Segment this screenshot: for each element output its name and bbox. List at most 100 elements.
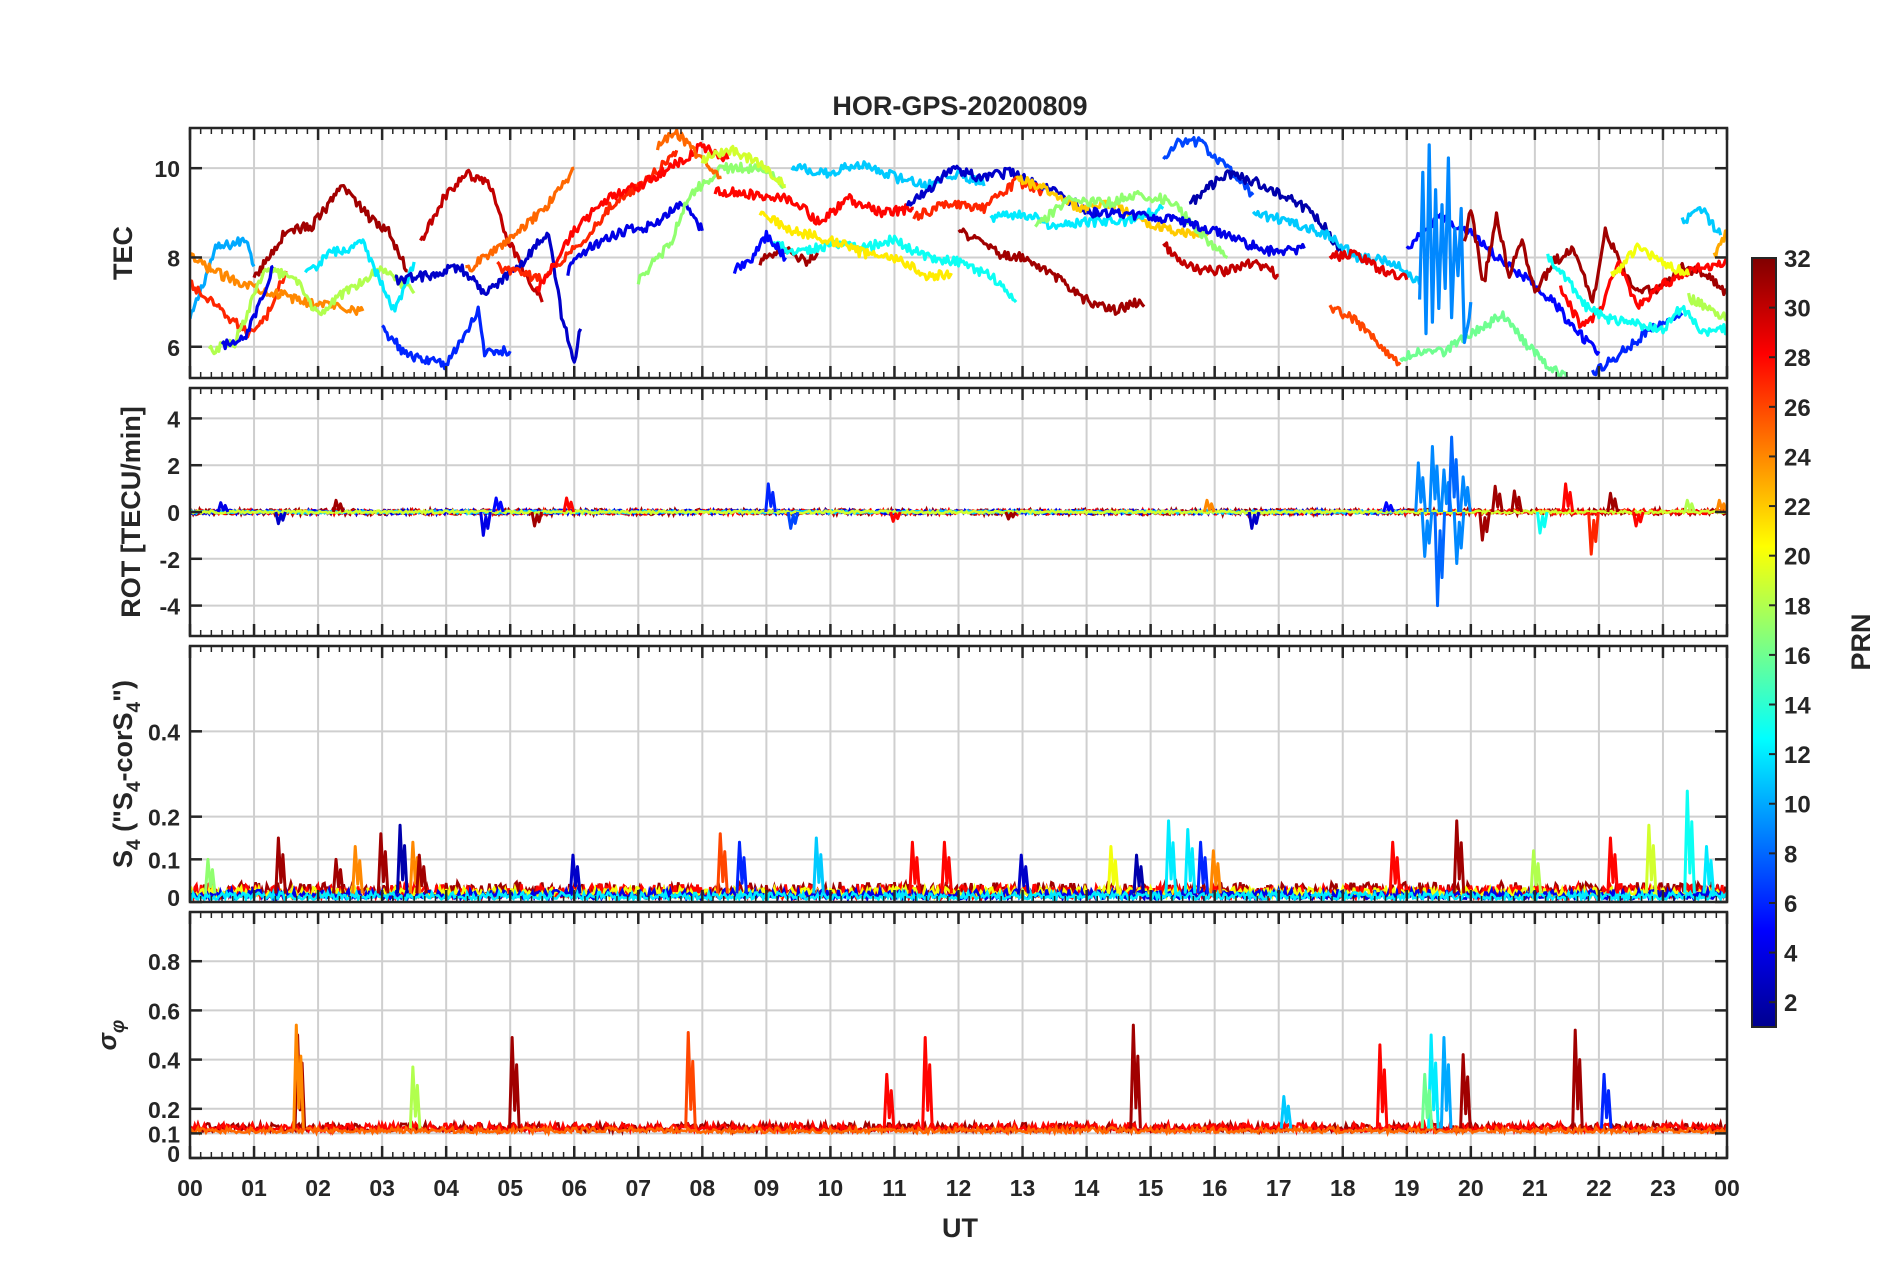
y-axis-label: ROT [TECU/min] [116,406,146,617]
s4-spike-prn-3 [1017,853,1030,894]
y-tick-label: 0.8 [148,949,180,975]
colorbar-tick-label: 32 [1784,246,1811,273]
rot-spike-prn-31 [331,498,345,513]
tec-series-prn-31 [957,227,1146,316]
s4-spike-prn-6 [1196,840,1210,894]
y-tick-label: -4 [160,594,181,620]
rot-spike-prn-31 [1606,491,1619,513]
x-tick-label: 16 [1202,1175,1228,1201]
x-tick-label: 08 [690,1175,716,1201]
s4-spike-prn-31 [274,836,287,894]
x-tick-label: 00 [177,1175,203,1201]
s4-spike-prn-20 [1106,845,1120,894]
tec-series-prn-26 [1328,304,1402,367]
y-tick-label: 0.4 [148,719,180,745]
tec-series-prn-17 [1034,190,1229,259]
panel-s4: 0 0.1 0.2 0.4S4 ("S4-corS4") [108,644,1729,911]
rot-spike-prn-24 [1202,498,1216,513]
s4-spike-prn-28 [940,840,953,894]
tec-series-prn-4 [566,200,704,276]
tec-series-prn-18 [1687,292,1727,322]
tec-series-prn-20 [1610,242,1691,278]
colorbar-tick-label: 8 [1784,841,1797,868]
tec-series-prn-18 [207,265,416,356]
rot-spike-prn-31 [530,511,544,528]
s4-spike-prn-24 [351,845,364,894]
rot-spike-prn-5 [1382,501,1395,513]
panel-sigphi: 00.10.20.40.60.8σφ [92,910,1729,1167]
s4-spike-prn-11 [812,836,825,894]
x-tick-label: 04 [433,1175,459,1201]
x-tick-label: 19 [1394,1175,1420,1201]
x-tick-label: 00 [1714,1175,1740,1201]
x-tick-label: 10 [818,1175,844,1201]
tec-series-prn-13 [771,234,1018,304]
panel-rot: -4 -2 0 2 4 ROT [TECU/min] [116,386,1729,638]
sigphi-spike-prn-10 [1439,1035,1453,1129]
x-tick-label: 23 [1650,1175,1676,1201]
x-tick-label: 02 [305,1175,331,1201]
tec-series-prn-4 [1086,206,1306,257]
s4-spike-prn-6 [735,840,749,894]
s4-spike-prn-2 [395,823,409,894]
rot-spike-prn-9 [1414,461,1427,513]
colorbar-tick-label: 26 [1784,395,1811,422]
sigphi-spike-prn-31 [1571,1028,1584,1129]
s4-spike-prn-19 [1644,823,1658,894]
tec-series-prn-27 [190,270,288,339]
x-tick-label: 05 [497,1175,523,1201]
y-tick-label: 4 [167,406,180,432]
y-tick-label: 0 [167,500,180,526]
sigphi-spike-prn-28 [1375,1043,1389,1129]
s4-spike-prn-28 [1606,836,1619,894]
rot-data [190,435,1727,608]
s4-spike-prn-2 [1132,853,1146,894]
colorbar-tick-label: 22 [1784,494,1811,521]
s4-spike-prn-3 [568,853,582,894]
tec-series-prn-21 [758,210,953,282]
s4-spike-prn-28 [908,840,921,894]
rot-spike-prn-28 [1632,511,1645,528]
tec-series-prn-7 [1162,136,1255,198]
sigphi-spike-prn-12 [1427,1033,1440,1129]
colorbar-tick-label: 18 [1784,593,1811,620]
tec-series-prn-9 [1418,143,1473,345]
s4-spike-prn-26 [716,832,729,894]
colorbar-label: PRN [1846,613,1876,670]
rot-spike-prn-6 [764,482,777,513]
y-axis-label: S4 ("S4-corS4") [108,680,145,868]
x-tick-label: 15 [1138,1175,1164,1201]
rot-spike-prn-4 [479,511,492,537]
y-tick-label: -2 [160,547,180,573]
tec-data [190,128,1727,378]
y-tick-label: 0.2 [148,805,180,831]
tec-series-prn-19 [700,144,787,189]
rot-spike-prn-9 [1428,444,1441,513]
rot-spike-prn-9 [1420,511,1434,558]
x-tick-label: 09 [754,1175,780,1201]
tec-series-prn-28 [713,186,914,226]
rot-spike-prn-9 [1459,475,1472,513]
y-tick-label: 0.4 [148,1048,180,1074]
y-tick-label: 0.1 [148,1121,180,1147]
x-tick-label: 06 [561,1175,587,1201]
sigphi-spike-prn-28 [921,1035,934,1129]
x-tick-label: 14 [1074,1175,1100,1201]
x-tick-label: 18 [1330,1175,1356,1201]
rot-spike-prn-24 [1715,498,1727,513]
s4-spike-prn-12 [1183,827,1197,894]
y-tick-label: 10 [154,156,180,182]
rot-spike-prn-3 [274,511,287,526]
colorbar-tick-label: 14 [1784,693,1811,720]
rot-spike-prn-27 [1587,511,1600,556]
colorbar-tick-label: 12 [1784,742,1811,769]
y-tick-label: 2 [167,453,180,479]
rot-spike-prn-8 [1447,435,1461,513]
rot-spike-prn-31 [1478,511,1491,542]
sigphi-noise-prn-25 [190,1123,1727,1137]
tec-series-prn-10 [190,236,256,320]
rot-spike-prn-13 [1535,511,1549,535]
sigphi-spike-prn-31 [1129,1023,1142,1129]
y-axis-label: TEC [108,226,138,280]
